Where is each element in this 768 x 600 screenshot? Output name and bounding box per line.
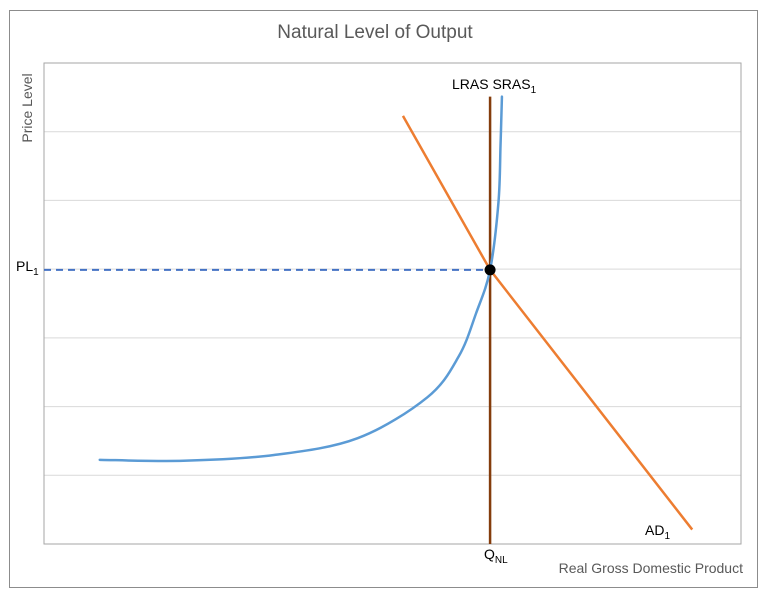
x-axis-label: Real Gross Domestic Product xyxy=(559,560,744,576)
y-axis-label: Price Level xyxy=(19,73,35,142)
q-subscript: NL xyxy=(495,555,508,566)
lras-sras-subscript: 1 xyxy=(531,85,537,96)
ad-text: AD xyxy=(645,522,664,538)
q-nl-label: QNL xyxy=(484,546,508,566)
grid-layer xyxy=(43,62,742,545)
pl-label: PL1 xyxy=(16,258,39,278)
pl-subscript: 1 xyxy=(33,267,39,278)
sras1-curve xyxy=(98,95,504,463)
lras-sras-label: LRAS SRAS1 xyxy=(452,76,537,96)
chart-title: Natural Level of Output xyxy=(277,22,473,43)
pl-text: PL xyxy=(16,258,33,274)
ad1-line xyxy=(401,115,694,531)
chart-frame xyxy=(9,10,758,588)
plot-area-border xyxy=(43,62,742,545)
lras-sras-text: LRAS SRAS xyxy=(452,76,531,92)
ad-subscript: 1 xyxy=(664,531,670,542)
q-text: Q xyxy=(484,546,495,562)
ad-label: AD1 xyxy=(645,522,670,542)
equilibrium-point xyxy=(484,264,496,276)
curve-layer xyxy=(44,95,694,544)
